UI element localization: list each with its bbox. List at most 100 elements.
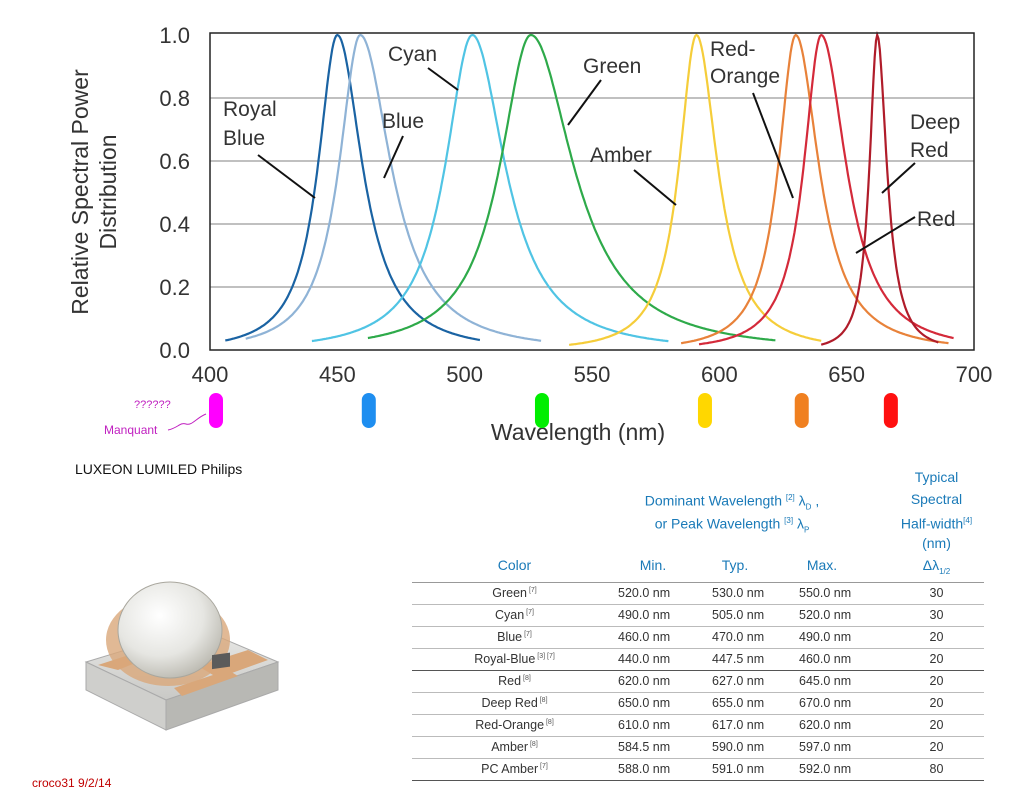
color-note: [3] [7] bbox=[535, 652, 555, 660]
cell-min: 490.0 nm bbox=[618, 608, 671, 622]
color-name: Amber bbox=[491, 740, 529, 754]
label-deep-red-1: Deep bbox=[910, 111, 960, 134]
cell-color: Royal-Blue [3] [7] bbox=[412, 652, 617, 666]
cell-half: 20 bbox=[929, 630, 944, 644]
cell-max: 645.0 nm bbox=[799, 674, 852, 688]
cell-color: Cyan [7] bbox=[412, 608, 617, 622]
color-name: Green bbox=[492, 586, 527, 600]
series-labels: Royal Blue Blue Cyan Green Amber Red- Or… bbox=[223, 38, 960, 254]
y-tick-label: 0.4 bbox=[159, 212, 190, 237]
label-red: Red bbox=[917, 208, 956, 231]
cell-half: 20 bbox=[929, 740, 944, 754]
led-product-image bbox=[84, 581, 280, 731]
cell-typ: 655.0 nm bbox=[712, 696, 765, 710]
cell-max: 592.0 nm bbox=[799, 762, 852, 776]
series-royal-blue bbox=[225, 33, 481, 342]
header-half-sub: 1/2 bbox=[939, 566, 951, 576]
x-tick-label: 400 bbox=[192, 362, 229, 387]
series-red-orange bbox=[680, 33, 949, 345]
header-peak-note: [3] bbox=[784, 516, 794, 525]
leader-deep-red bbox=[881, 162, 916, 194]
cell-color: PC Amber [7] bbox=[412, 762, 617, 776]
y-axis-label-line1: Relative Spectral Power bbox=[67, 69, 93, 315]
credit-text: croco31 9/2/14 bbox=[32, 776, 112, 790]
cell-color: Amber [8] bbox=[412, 740, 617, 754]
cell-color: Blue [7] bbox=[412, 630, 617, 644]
label-amber: Amber bbox=[590, 144, 652, 167]
cell-color: Green [7] bbox=[412, 586, 617, 600]
series-amber bbox=[569, 33, 822, 346]
leader-cyan bbox=[427, 67, 459, 91]
table-row: Deep Red [8] 650.0 nm 655.0 nm 670.0 nm 20 bbox=[412, 693, 984, 715]
color-marker bbox=[361, 393, 376, 428]
cell-min: 610.0 nm bbox=[618, 718, 671, 732]
plot-frame bbox=[209, 32, 975, 351]
header-half-5: Δλ1/2 bbox=[884, 554, 989, 583]
header-half-1: Typical bbox=[914, 469, 959, 485]
col-color: Color bbox=[497, 557, 532, 573]
cell-max: 620.0 nm bbox=[799, 718, 852, 732]
series-blue bbox=[245, 33, 542, 342]
header-dominant: Dominant Wavelength [2] λD , bbox=[644, 492, 820, 512]
series-deep-red bbox=[820, 30, 939, 346]
cell-max: 597.0 nm bbox=[799, 740, 852, 754]
chart-grid bbox=[210, 97, 974, 288]
color-marker bbox=[794, 393, 809, 428]
table-row: Red [8] 620.0 nm 627.0 nm 645.0 nm 20 bbox=[412, 671, 984, 693]
cell-typ: 447.5 nm bbox=[712, 652, 765, 666]
x-tick-label: 700 bbox=[956, 362, 993, 387]
cell-typ: 505.0 nm bbox=[712, 608, 765, 622]
header-peak-symbol: λ bbox=[796, 515, 804, 532]
cell-min: 588.0 nm bbox=[618, 762, 671, 776]
y-axis-label-line2: Distribution bbox=[95, 134, 121, 249]
label-deep-red-2: Red bbox=[910, 139, 949, 162]
label-cyan: Cyan bbox=[388, 43, 437, 66]
header-half-3: Half-width[4] bbox=[884, 510, 989, 535]
label-red-orange-1: Red- bbox=[710, 38, 756, 61]
cell-min: 584.5 nm bbox=[618, 740, 671, 754]
x-tick-label: 550 bbox=[574, 362, 611, 387]
leader-royal-blue bbox=[257, 154, 316, 199]
x-tick-label: 450 bbox=[319, 362, 356, 387]
cell-half: 20 bbox=[929, 652, 944, 666]
cell-min: 650.0 nm bbox=[618, 696, 671, 710]
x-tick-label: 600 bbox=[701, 362, 738, 387]
col-min: Min. bbox=[639, 557, 667, 573]
chart-ticks: 0.0 0.2 0.4 0.6 0.8 1.0 400 450 500 550 600 650 700 bbox=[159, 23, 992, 387]
table-row: PC Amber [7] 588.0 nm 591.0 nm 592.0 nm 80 bbox=[412, 759, 984, 781]
cell-typ: 627.0 nm bbox=[712, 674, 765, 688]
header-half-3-text: Half-width bbox=[900, 515, 964, 532]
y-tick-label: 0.2 bbox=[159, 275, 190, 300]
table-row: Amber [8] 584.5 nm 590.0 nm 597.0 nm 20 bbox=[412, 737, 984, 759]
header-half-5-text: Δλ bbox=[922, 557, 940, 573]
cell-typ: 530.0 nm bbox=[712, 586, 765, 600]
cell-typ: 470.0 nm bbox=[712, 630, 765, 644]
y-tick-label: 0.8 bbox=[159, 86, 190, 111]
missing-label: Manquant bbox=[104, 423, 158, 437]
table-row: Cyan [7] 490.0 nm 505.0 nm 520.0 nm 30 bbox=[412, 605, 984, 627]
y-tick-label: 1.0 bbox=[159, 23, 190, 48]
color-name: Royal-Blue bbox=[474, 652, 536, 666]
cell-half: 20 bbox=[929, 718, 944, 732]
header-half-4: (nm) bbox=[922, 535, 951, 551]
color-note: [7] bbox=[538, 762, 548, 770]
cell-max: 490.0 nm bbox=[799, 630, 852, 644]
table-row: Blue [7] 460.0 nm 470.0 nm 490.0 nm 20 bbox=[412, 627, 984, 649]
cell-half: 20 bbox=[929, 674, 944, 688]
table-row: Green [7] 520.0 nm 530.0 nm 550.0 nm 30 bbox=[412, 583, 984, 605]
product-caption: LUXEON LUMILED Philips bbox=[75, 461, 243, 477]
x-axis-label: Wavelength (nm) bbox=[491, 419, 665, 445]
table-row: Red-Orange [8] 610.0 nm 617.0 nm 620.0 nm 20 bbox=[412, 715, 984, 737]
cell-max: 460.0 nm bbox=[799, 652, 852, 666]
cell-half: 30 bbox=[929, 608, 944, 622]
color-marker bbox=[534, 393, 549, 428]
cell-max: 550.0 nm bbox=[799, 586, 852, 600]
cell-half: 80 bbox=[929, 762, 944, 776]
color-name: PC Amber bbox=[481, 762, 539, 776]
header-peak: or Peak Wavelength [3] λP bbox=[617, 510, 847, 541]
cell-min: 520.0 nm bbox=[618, 586, 671, 600]
cell-min: 620.0 nm bbox=[618, 674, 671, 688]
series-cyan bbox=[311, 33, 669, 343]
header-dominant-symbol: λ bbox=[798, 492, 806, 509]
header-dominant-sub: D bbox=[805, 502, 812, 512]
